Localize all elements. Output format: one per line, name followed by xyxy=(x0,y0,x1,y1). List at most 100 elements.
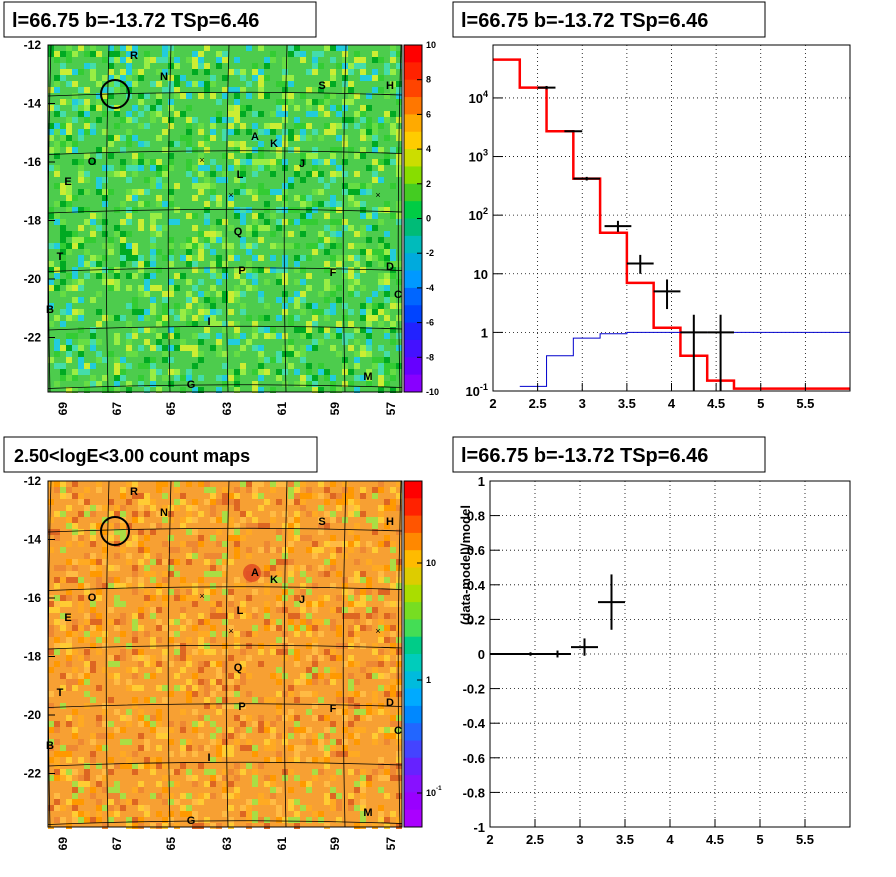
map-pixel xyxy=(90,571,96,577)
map-pixel xyxy=(114,619,120,625)
map-pixel xyxy=(72,685,78,691)
map-pixel xyxy=(72,565,78,571)
map-pixel xyxy=(300,673,306,679)
map-pixel xyxy=(138,93,144,99)
map-pixel xyxy=(360,315,366,321)
map-pixel xyxy=(240,69,246,75)
map-pixel xyxy=(102,177,108,183)
map-pixel xyxy=(54,805,60,811)
map-pixel xyxy=(222,517,228,523)
map-pixel xyxy=(306,535,312,541)
y-tick-label: -0.4 xyxy=(463,716,486,731)
map-pixel xyxy=(222,739,228,745)
map-pixel xyxy=(306,781,312,787)
map-pixel xyxy=(192,673,198,679)
map-pixel xyxy=(312,733,318,739)
map-pixel xyxy=(252,159,258,165)
map-pixel xyxy=(72,559,78,565)
map-pixel xyxy=(228,823,234,829)
map-pixel xyxy=(342,333,348,339)
map-pixel xyxy=(144,201,150,207)
map-pixel xyxy=(312,541,318,547)
map-pixel xyxy=(306,613,312,619)
map-pixel xyxy=(342,577,348,583)
map-pixel xyxy=(72,345,78,351)
map-pixel xyxy=(216,499,222,505)
map-pixel xyxy=(270,727,276,733)
map-pixel xyxy=(366,333,372,339)
map-pixel xyxy=(198,799,204,805)
map-pixel xyxy=(294,351,300,357)
map-pixel xyxy=(60,63,66,69)
colorbar-segment xyxy=(404,131,422,150)
map-pixel xyxy=(264,159,270,165)
map-pixel xyxy=(396,685,402,691)
map-pixel xyxy=(120,523,126,529)
map-pixel xyxy=(156,607,162,613)
map-pixel xyxy=(228,751,234,757)
map-pixel xyxy=(390,51,396,57)
map-pixel xyxy=(288,147,294,153)
map-pixel xyxy=(126,643,132,649)
map-pixel xyxy=(264,541,270,547)
map-pixel xyxy=(48,745,54,751)
source-label: P xyxy=(238,701,245,713)
map-pixel xyxy=(306,303,312,309)
map-pixel xyxy=(264,817,270,823)
map-pixel xyxy=(396,81,402,87)
map-pixel xyxy=(114,375,120,381)
map-pixel xyxy=(180,315,186,321)
map-pixel xyxy=(138,805,144,811)
map-pixel xyxy=(360,805,366,811)
map-pixel xyxy=(396,303,402,309)
map-pixel xyxy=(198,231,204,237)
source-label: N xyxy=(160,507,168,519)
map-pixel xyxy=(126,51,132,57)
map-pixel xyxy=(168,105,174,111)
map-pixel xyxy=(228,523,234,529)
map-pixel xyxy=(228,493,234,499)
map-pixel xyxy=(126,481,132,487)
map-pixel xyxy=(186,147,192,153)
map-pixel xyxy=(276,709,282,715)
map-pixel xyxy=(294,751,300,757)
map-pixel xyxy=(66,315,72,321)
map-pixel xyxy=(198,159,204,165)
map-pixel xyxy=(390,541,396,547)
map-pixel xyxy=(378,381,384,387)
map-pixel xyxy=(366,369,372,375)
map-pixel xyxy=(318,105,324,111)
map-pixel xyxy=(144,63,150,69)
map-pixel xyxy=(276,619,282,625)
map-pixel xyxy=(72,535,78,541)
map-pixel xyxy=(156,619,162,625)
y-tick-label: 10 xyxy=(474,267,488,282)
map-pixel xyxy=(138,493,144,499)
map-pixel xyxy=(270,387,276,393)
map-pixel xyxy=(192,225,198,231)
map-pixel xyxy=(210,607,216,613)
map-pixel xyxy=(366,703,372,709)
map-pixel xyxy=(384,817,390,823)
map-pixel xyxy=(294,195,300,201)
map-pixel xyxy=(66,751,72,757)
map-pixel xyxy=(72,577,78,583)
map-pixel xyxy=(240,613,246,619)
map-pixel xyxy=(174,631,180,637)
map-pixel xyxy=(120,255,126,261)
map-pixel xyxy=(306,171,312,177)
map-pixel xyxy=(312,339,318,345)
map-pixel xyxy=(234,57,240,63)
map-pixel xyxy=(294,661,300,667)
map-pixel xyxy=(312,679,318,685)
map-pixel xyxy=(270,745,276,751)
map-pixel xyxy=(90,159,96,165)
map-pixel xyxy=(186,369,192,375)
map-pixel xyxy=(204,595,210,601)
map-pixel xyxy=(96,51,102,57)
map-pixel xyxy=(294,297,300,303)
map-pixel xyxy=(66,517,72,523)
map-pixel xyxy=(354,625,360,631)
map-pixel xyxy=(384,309,390,315)
